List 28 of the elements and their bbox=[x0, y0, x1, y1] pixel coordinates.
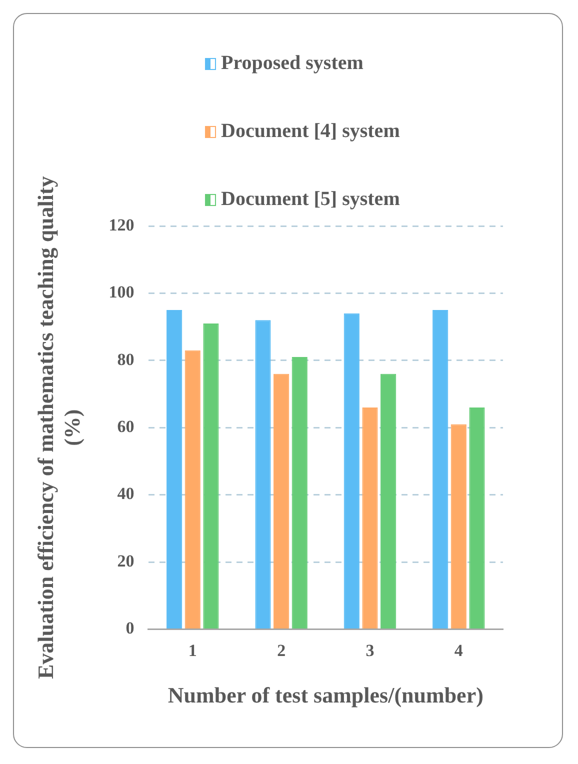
x-axis-title: Number of test samples/(number) bbox=[168, 682, 484, 708]
bar bbox=[380, 374, 396, 628]
x-tick-label: 3 bbox=[366, 640, 374, 660]
y-tick-label: 40 bbox=[117, 484, 134, 504]
y-tick-label: 120 bbox=[108, 215, 134, 234]
bar bbox=[292, 357, 308, 628]
x-tick-label: 1 bbox=[188, 640, 197, 660]
bar bbox=[184, 350, 200, 628]
bar bbox=[432, 310, 448, 628]
y-axis-title: Evaluation efficiency of mathematics teaching quality (%) bbox=[32, 176, 84, 680]
y-tick-label: 60 bbox=[117, 416, 134, 436]
y-tick-label: 0 bbox=[126, 618, 134, 638]
bar bbox=[450, 424, 466, 628]
bar bbox=[166, 310, 182, 628]
legend-label: Document [4] system bbox=[221, 120, 400, 143]
bar bbox=[362, 407, 378, 628]
bar bbox=[274, 374, 290, 628]
bar bbox=[255, 320, 271, 628]
legend-label: Document [5] system bbox=[221, 188, 400, 211]
legend-label: Proposed system bbox=[221, 52, 364, 75]
x-tick-label: 4 bbox=[454, 640, 464, 660]
bar bbox=[344, 313, 360, 628]
y-tick-label: 20 bbox=[117, 551, 134, 570]
y-tick-label: 80 bbox=[117, 350, 134, 369]
y-tick-label: 100 bbox=[108, 282, 134, 302]
x-tick-label: 2 bbox=[277, 640, 286, 660]
bar bbox=[203, 323, 219, 628]
bar bbox=[469, 407, 485, 628]
